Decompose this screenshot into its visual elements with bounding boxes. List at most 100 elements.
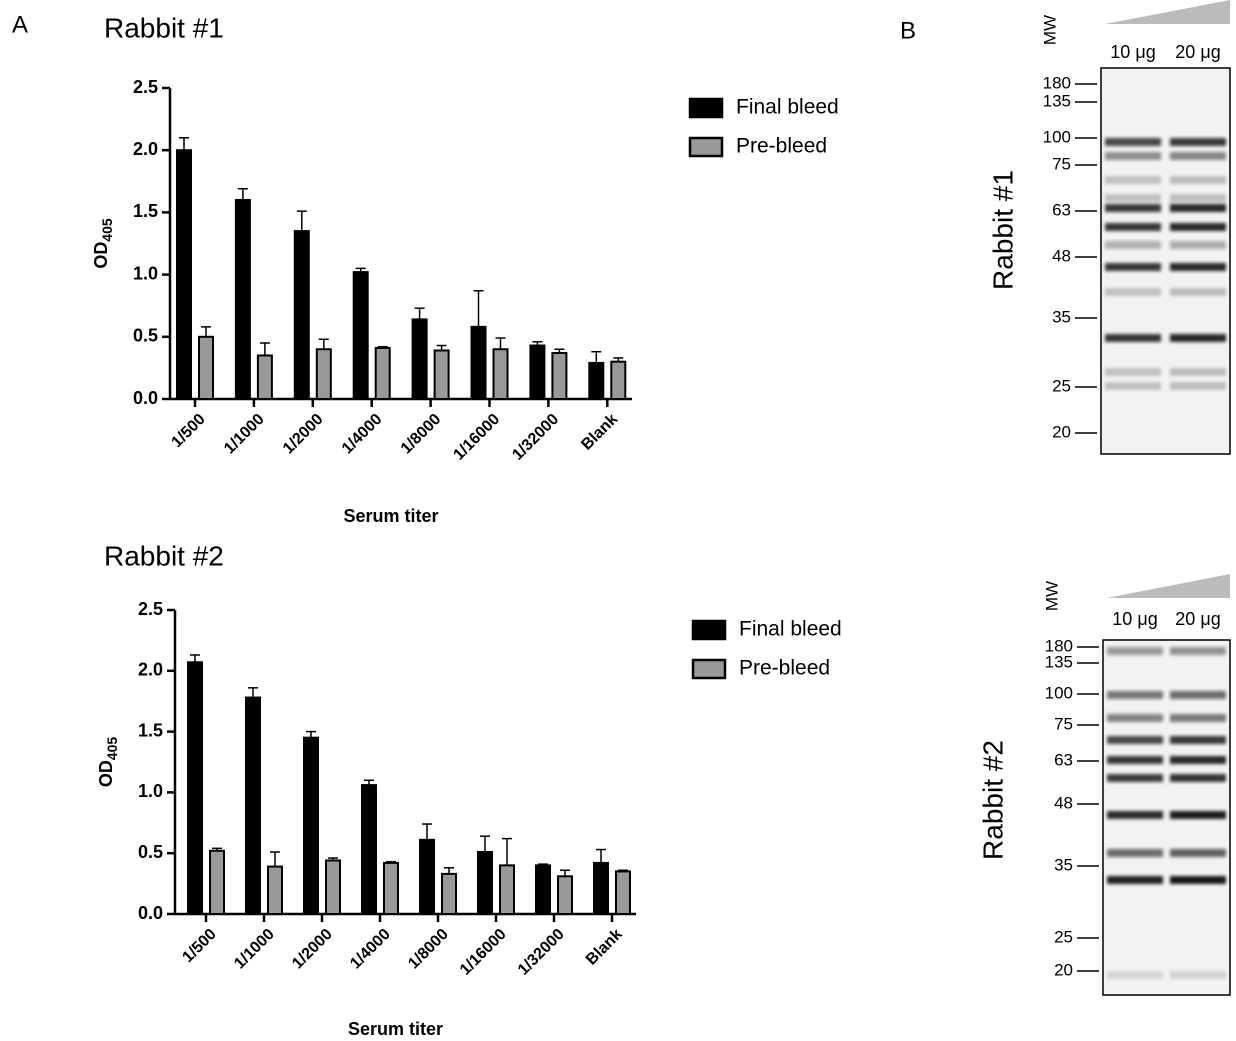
bar [420, 840, 434, 914]
mw-marker: 100 [1043, 127, 1071, 146]
mw-marker: 20 [1052, 422, 1071, 441]
bar [295, 231, 309, 399]
blot-band [1170, 774, 1226, 782]
bar [435, 350, 449, 399]
blot-band [1170, 176, 1226, 184]
bar [258, 355, 272, 399]
blot-band [1107, 756, 1163, 764]
bar [552, 353, 566, 399]
lane-label: 10 μg [1110, 42, 1155, 62]
mw-marker: 75 [1052, 154, 1071, 173]
x-tick-label: 1/32000 [509, 411, 562, 464]
bar [594, 863, 608, 914]
bar [354, 272, 368, 399]
blot-band [1105, 138, 1161, 146]
bar [558, 876, 572, 914]
legend-label: Pre-bleed [739, 657, 830, 680]
mw-marker: 48 [1052, 246, 1071, 265]
blot-band [1105, 204, 1161, 212]
y-tick-label: 2.0 [133, 139, 158, 159]
legend-label: Pre-bleed [736, 135, 827, 158]
mw-marker: 35 [1054, 855, 1073, 874]
chart-title: Rabbit #1 [104, 12, 224, 43]
blot-band [1170, 714, 1226, 722]
mw-marker: 63 [1054, 750, 1073, 769]
bar [530, 346, 544, 399]
bar [536, 865, 550, 914]
blot-band [1170, 288, 1226, 296]
mw-marker: 25 [1054, 927, 1073, 946]
y-axis-label-main: OD [96, 760, 116, 787]
mw-marker: 100 [1045, 683, 1073, 702]
legend-swatch [690, 138, 722, 156]
legend-swatch [690, 99, 722, 117]
blot-band [1170, 736, 1226, 744]
blot-band [1107, 849, 1163, 857]
y-tick-label: 0.5 [133, 326, 158, 346]
bar [210, 851, 224, 914]
blot-band [1170, 691, 1226, 699]
x-axis-label: Serum titer [348, 1019, 443, 1039]
blot-band [1107, 876, 1163, 884]
blot-band [1170, 368, 1226, 376]
blot-band [1107, 736, 1163, 744]
legend-swatch [693, 660, 725, 678]
bar [611, 362, 625, 399]
blot-band [1170, 241, 1226, 249]
blot-band [1105, 152, 1161, 160]
bar [478, 852, 492, 914]
y-tick-label: 1.0 [133, 263, 158, 283]
x-tick-label: 1/4000 [339, 411, 386, 458]
blot-band [1170, 138, 1226, 146]
legend-swatch [693, 621, 725, 639]
bar [317, 349, 331, 399]
figure: A B Rabbit #10.00.51.01.52.02.5OD405Seru… [0, 0, 1236, 1041]
y-axis-label-main: OD [91, 242, 111, 269]
legend-label: Final bleed [736, 96, 839, 119]
panel-label: B [900, 17, 916, 44]
mw-marker: 48 [1054, 793, 1073, 812]
blot-title: Rabbit #1 [987, 170, 1018, 290]
lane-label: 20 μg [1175, 42, 1220, 62]
y-axis-label-sub: 405 [99, 218, 115, 242]
bar [246, 698, 260, 914]
blot-band [1107, 647, 1163, 655]
blot-band [1170, 382, 1226, 390]
bar [616, 871, 630, 914]
x-tick-label: 1/4000 [347, 926, 394, 973]
chart-title: Rabbit #2 [104, 540, 224, 571]
blot-band [1170, 194, 1226, 202]
bar [384, 863, 398, 914]
bar [589, 363, 603, 399]
blot-band [1170, 152, 1226, 160]
y-axis-label-sub: 405 [104, 737, 120, 761]
blot-band [1170, 204, 1226, 212]
bar [177, 150, 191, 399]
y-tick-label: 1.5 [138, 720, 163, 740]
y-tick-label: 0.0 [138, 903, 163, 923]
amount-wedge [1107, 574, 1230, 598]
x-tick-label: 1/32000 [515, 926, 568, 979]
bar [494, 349, 508, 399]
bar [304, 738, 318, 914]
bar [376, 348, 390, 399]
bar [362, 785, 376, 914]
blot-band [1170, 876, 1226, 884]
blot-band [1105, 382, 1161, 390]
bar [236, 200, 250, 399]
y-tick-label: 1.0 [138, 781, 163, 801]
mw-marker: 180 [1043, 73, 1071, 92]
blot-band [1105, 223, 1161, 231]
x-tick-label: 1/16000 [450, 411, 503, 464]
y-tick-label: 2.5 [133, 77, 158, 97]
x-axis-label: Serum titer [343, 506, 438, 526]
blot-band [1170, 334, 1226, 342]
blot-band [1105, 194, 1161, 202]
x-tick-label: 1/8000 [405, 926, 452, 973]
mw-marker: 63 [1052, 200, 1071, 219]
x-tick-label: 1/2000 [280, 411, 327, 458]
blot-band [1170, 647, 1226, 655]
blot-band [1105, 241, 1161, 249]
y-tick-label: 1.5 [133, 201, 158, 221]
blot-band [1105, 334, 1161, 342]
